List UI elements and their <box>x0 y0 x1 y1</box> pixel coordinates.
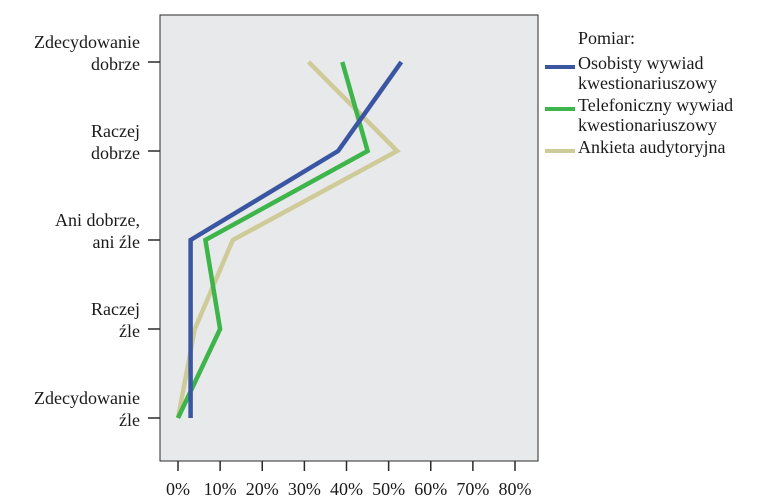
legend-item: Ankieta audytoryjna <box>545 137 770 157</box>
legend: Pomiar: Osobisty wywiad kwestionariuszow… <box>545 28 770 159</box>
y-tick-label-line: ani źle <box>93 232 140 252</box>
legend-title: Pomiar: <box>578 28 635 48</box>
x-tick-label: 40% <box>330 479 363 499</box>
y-tick-label-line: Ani dobrze, <box>55 210 140 230</box>
y-tick-label: Ani dobrze, ani źle <box>55 210 140 252</box>
legend-item: Osobisty wywiad kwestionariuszowy <box>545 53 770 93</box>
y-tick-label: Zdecydowanie źle <box>34 388 140 430</box>
legend-swatch <box>545 65 575 69</box>
x-tick-label: 10% <box>204 479 237 499</box>
x-tick-label: 60% <box>414 479 447 499</box>
legend-label: Telefoniczny wywiad kwestionariuszowy <box>578 95 734 135</box>
y-tick-label: Raczej źle <box>91 299 140 341</box>
x-tick-label: 30% <box>288 479 321 499</box>
legend-swatch <box>545 149 575 153</box>
legend-swatch <box>545 107 575 111</box>
legend-label: Osobisty wywiad kwestionariuszowy <box>578 53 717 93</box>
y-tick-label-line: dobrze <box>91 54 140 74</box>
y-tick-label-line: Zdecydowanie <box>34 388 140 408</box>
x-axis: 0% 10% 20% 30% 40% 50% 60% 70% 80% <box>166 461 532 499</box>
y-tick-label: Raczej dobrze <box>91 121 140 163</box>
x-tick-label: 70% <box>456 479 489 499</box>
y-tick-label-line: Raczej <box>91 121 140 141</box>
x-tick-label: 20% <box>246 479 279 499</box>
y-tick-label-line: źle <box>119 410 140 430</box>
x-tick-label: 80% <box>499 479 532 499</box>
series-lines <box>175 60 404 419</box>
legend-item: Telefoniczny wywiad kwestionariuszowy <box>545 95 770 135</box>
x-tick-label: 0% <box>166 479 190 499</box>
series-line <box>188 60 404 418</box>
y-tick-label-line: Raczej <box>91 299 140 319</box>
y-tick-label-line: dobrze <box>91 143 140 163</box>
legend-label: Ankieta audytoryjna <box>578 137 726 157</box>
y-tick-label: Zdecydowanie dobrze <box>34 32 140 74</box>
y-tick-label-line: źle <box>119 321 140 341</box>
x-tick-label: 50% <box>372 479 405 499</box>
y-tick-label-line: Zdecydowanie <box>34 32 140 52</box>
